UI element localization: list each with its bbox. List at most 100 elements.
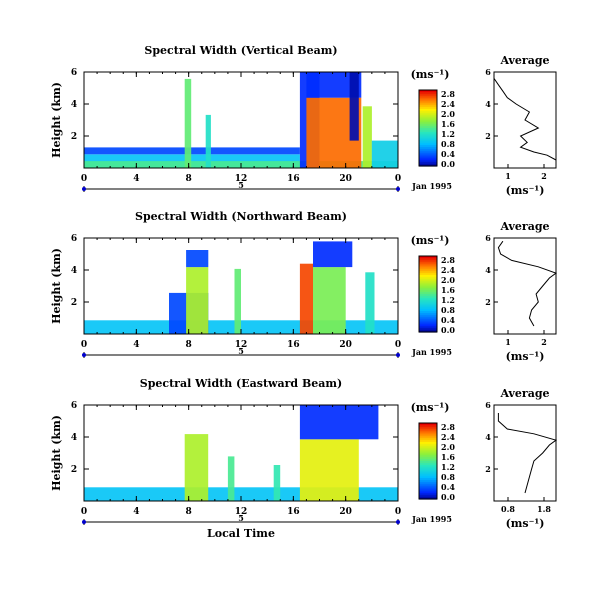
colorbar-swatch bbox=[419, 265, 437, 268]
profile-x-label: (ms⁻¹) bbox=[506, 184, 545, 197]
colorbar-swatch bbox=[419, 464, 437, 468]
colorbar-swatch bbox=[419, 263, 437, 267]
colorbar-swatch bbox=[419, 320, 437, 324]
colorbar-swatch bbox=[419, 110, 437, 114]
heatmap-cell bbox=[299, 263, 313, 334]
day-label: 5 bbox=[238, 180, 244, 190]
colorbar-swatch bbox=[419, 154, 437, 158]
y-tick-label: 4 bbox=[71, 433, 77, 443]
colorbar-unit: (ms⁻¹) bbox=[411, 234, 450, 247]
colorbar-swatch bbox=[419, 269, 437, 272]
colorbar-swatch bbox=[419, 328, 437, 331]
colorbar-frame bbox=[418, 422, 438, 500]
colorbar-swatch bbox=[419, 129, 437, 133]
colorbar-swatch bbox=[419, 324, 437, 327]
colorbar-tick-label: 2.8 bbox=[441, 255, 455, 265]
colorbar-swatch bbox=[419, 145, 437, 148]
colorbar-swatch bbox=[419, 480, 437, 483]
colorbar-swatch bbox=[419, 271, 437, 274]
profile-line bbox=[497, 413, 558, 494]
y-tick-label: 6 bbox=[71, 234, 77, 244]
colorbar-swatch bbox=[419, 472, 437, 475]
profile-y-tick-label: 4 bbox=[485, 99, 491, 109]
colorbar-swatch bbox=[419, 461, 437, 464]
profile-y-tick-label: 2 bbox=[485, 131, 491, 141]
x-tick-label: 20 bbox=[339, 174, 352, 184]
colorbar-swatch bbox=[419, 309, 437, 312]
colorbar-swatch bbox=[419, 93, 437, 97]
x-tick-label: 0 bbox=[395, 174, 401, 184]
day-marker bbox=[396, 353, 400, 357]
heatmap-cell bbox=[313, 241, 353, 268]
colorbar-swatch bbox=[419, 459, 437, 462]
colorbar-swatch bbox=[419, 474, 437, 477]
x-axis: 0 4 8 12 16 20 0 bbox=[81, 238, 401, 350]
date-label: Jan 1995 bbox=[411, 347, 452, 357]
y-tick-label: 2 bbox=[71, 298, 77, 308]
colorbar-swatch bbox=[419, 316, 437, 320]
colorbar-swatch bbox=[419, 476, 437, 479]
y-axis: 6 4 2 bbox=[71, 68, 398, 142]
x-tick-label: 0 bbox=[395, 507, 401, 517]
colorbar-unit: (ms⁻¹) bbox=[411, 401, 450, 414]
heatmap-cell bbox=[184, 434, 209, 501]
colorbar-swatch bbox=[419, 257, 437, 261]
colorbar-swatch bbox=[419, 481, 437, 485]
date-label: Jan 1995 bbox=[411, 514, 452, 524]
colorbar-tick-label: 0.4 bbox=[441, 149, 455, 159]
heatmap-cell bbox=[365, 272, 375, 334]
y-axis-label: Height (km) bbox=[50, 82, 63, 158]
colorbar-swatch bbox=[419, 436, 437, 439]
colorbar-frame bbox=[418, 89, 438, 167]
colorbar-swatch bbox=[419, 423, 437, 426]
heatmap-cell bbox=[234, 268, 241, 334]
y-tick-label: 6 bbox=[71, 68, 77, 78]
colorbar-swatch bbox=[419, 139, 437, 142]
colorbar-swatch bbox=[419, 495, 437, 498]
colorbar-swatch bbox=[419, 148, 437, 152]
profile-frame bbox=[493, 404, 557, 502]
colorbar-swatch bbox=[419, 101, 437, 104]
heatmap bbox=[84, 405, 398, 501]
colorbar-tick-label: 2.8 bbox=[441, 422, 455, 432]
colorbar-swatch bbox=[419, 103, 437, 106]
colorbar-swatch bbox=[419, 118, 437, 121]
date-label: Jan 1995 bbox=[411, 181, 452, 191]
heatmap-cell bbox=[371, 140, 398, 168]
profile-x-tick-label: 2 bbox=[541, 337, 547, 347]
colorbar-swatch bbox=[419, 164, 437, 167]
x-tick-label: 0 bbox=[81, 507, 87, 517]
colorbar: (ms⁻¹) 2.82.42.01.61.20.80.40.0 bbox=[411, 401, 456, 502]
profile-y-tick-label: 2 bbox=[485, 297, 491, 307]
day-marker bbox=[82, 353, 86, 357]
profile-frame bbox=[493, 71, 557, 169]
colorbar-swatch bbox=[419, 91, 437, 95]
colorbar-swatch bbox=[419, 131, 437, 135]
y-axis: 6 4 2 bbox=[71, 401, 398, 475]
colorbar-swatch bbox=[419, 424, 437, 428]
x-axis-label: Local Time bbox=[207, 527, 275, 540]
heatmap-cell bbox=[84, 147, 300, 155]
colorbar-swatch bbox=[419, 143, 437, 146]
colorbar-swatch bbox=[419, 447, 437, 451]
colorbar-swatch bbox=[419, 109, 437, 112]
colorbar-swatch bbox=[419, 158, 437, 161]
colorbar-swatch bbox=[419, 443, 437, 447]
colorbar-tick-label: 0.4 bbox=[441, 482, 455, 492]
profile-title: Average bbox=[499, 54, 549, 67]
profile-y-tick-label: 2 bbox=[485, 464, 491, 474]
colorbar-swatch bbox=[419, 322, 437, 325]
heatmap-cell bbox=[299, 405, 379, 440]
colorbar-swatch bbox=[419, 267, 437, 270]
day-marker bbox=[396, 187, 400, 191]
profile-x-tick-label: 1.8 bbox=[537, 504, 551, 514]
colorbar-tick-label: 2.0 bbox=[441, 109, 455, 119]
x-tick-label: 12 bbox=[235, 507, 248, 517]
heatmap-cell bbox=[184, 78, 192, 168]
colorbar-swatch bbox=[419, 150, 437, 154]
colorbar: (ms⁻¹) 2.82.42.01.61.20.80.40.0 bbox=[411, 234, 456, 335]
colorbar-swatch bbox=[419, 453, 437, 456]
colorbar-swatch bbox=[419, 451, 437, 454]
x-tick-label: 16 bbox=[287, 507, 300, 517]
colorbar-swatch bbox=[419, 105, 437, 108]
